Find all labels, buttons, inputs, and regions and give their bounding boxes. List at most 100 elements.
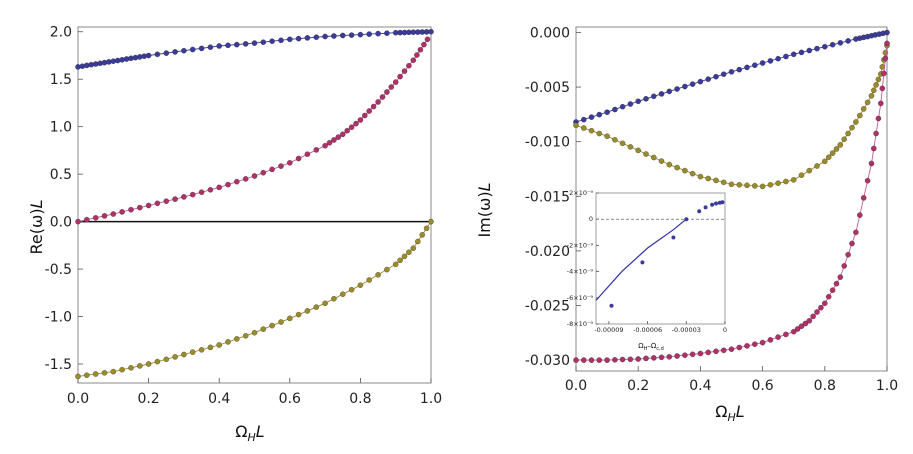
x-tick-label: 1.0: [876, 378, 898, 394]
right-series-marks: [573, 29, 890, 363]
data-point-magenta: [251, 173, 258, 179]
data-point-magenta: [783, 331, 789, 338]
data-point-magenta: [189, 191, 196, 198]
data-point-magenta: [864, 177, 871, 184]
data-point-magenta: [348, 124, 355, 130]
data-point-blue: [304, 35, 311, 41]
data-point-olive: [604, 133, 610, 139]
right-panel: 0.000-0.005-0.010-0.015-0.020-0.025-0.03…: [475, 25, 898, 424]
data-point-olive: [163, 356, 170, 363]
data-point-magenta: [424, 36, 431, 43]
inset-data-point: [640, 260, 645, 265]
data-point-blue: [331, 33, 337, 39]
data-point-olive: [752, 183, 758, 189]
data-point-magenta: [269, 166, 275, 173]
data-point-magenta: [119, 209, 125, 215]
data-point-olive: [798, 172, 805, 178]
data-point-blue: [163, 50, 170, 56]
data-point-magenta: [868, 160, 875, 167]
data-point-magenta: [326, 140, 333, 146]
data-point-olive: [397, 257, 403, 264]
x-tick-label: 1.0: [420, 391, 442, 407]
data-point-magenta: [417, 47, 424, 53]
data-point-magenta: [92, 215, 99, 221]
data-point-olive: [401, 253, 408, 260]
data-point-magenta: [287, 160, 293, 166]
left-series-marks: [75, 28, 434, 380]
data-point-olive: [92, 371, 99, 377]
data-point-blue: [278, 37, 284, 44]
data-point-olive: [110, 368, 117, 375]
right-x-axis-label: ΩHL: [715, 402, 744, 424]
data-point-blue: [189, 46, 196, 53]
data-point-olive: [75, 373, 81, 380]
x-tick-label: 0.2: [137, 391, 159, 407]
data-point-blue: [269, 38, 275, 44]
x-tick-label: -0.00003: [672, 326, 701, 334]
data-point-olive: [635, 147, 641, 154]
data-point-olive: [251, 329, 258, 336]
data-point-blue: [260, 39, 267, 45]
data-point-olive: [278, 319, 284, 325]
data-point-magenta: [234, 178, 240, 185]
data-point-blue: [596, 111, 603, 118]
y-tick-label: 0.000: [530, 25, 570, 41]
y-tick-label: -0.010: [525, 135, 570, 151]
data-point-magenta: [837, 274, 844, 280]
data-point-magenta: [313, 147, 320, 153]
y-tick-label: 2.0: [50, 25, 72, 41]
data-point-magenta: [873, 130, 879, 137]
data-point-blue: [216, 43, 222, 49]
y-tick-label: 0.0: [50, 215, 72, 231]
data-point-blue: [806, 47, 813, 54]
data-point-magenta: [822, 300, 828, 307]
data-point-magenta: [304, 151, 311, 157]
y-tick-label: -8×10⁻⁹: [567, 320, 594, 328]
data-point-magenta: [421, 41, 427, 48]
left-x-ticks: 0.0 0.2 0.4 0.6 0.8 1.0: [67, 378, 442, 407]
data-point-blue: [682, 83, 688, 90]
y-tick-label: -0.015: [525, 189, 570, 205]
data-point-olive: [172, 354, 178, 360]
data-point-magenta: [410, 57, 417, 63]
y-tick-label: 0: [589, 215, 593, 223]
data-point-magenta: [627, 356, 634, 363]
data-point-magenta: [388, 84, 395, 90]
data-point-magenta: [357, 117, 364, 123]
data-point-blue: [145, 52, 152, 59]
data-point-magenta: [790, 328, 797, 335]
data-point-olive: [728, 181, 735, 188]
inset-data-point: [710, 202, 715, 207]
data-point-blue: [340, 32, 346, 39]
data-point-blue: [627, 101, 634, 107]
data-point-blue: [658, 91, 665, 97]
data-point-blue: [837, 40, 844, 46]
data-point-blue: [814, 45, 820, 52]
data-point-magenta: [225, 181, 231, 188]
x-tick-label: 0.6: [751, 378, 773, 394]
data-point-blue: [154, 51, 161, 58]
data-point-blue: [287, 36, 293, 43]
inset-data-point: [697, 209, 702, 214]
y-tick-label: -0.025: [525, 298, 570, 314]
data-point-magenta: [853, 229, 859, 236]
data-point-olive: [666, 161, 673, 168]
data-point-olive: [375, 272, 381, 278]
data-point-olive: [814, 163, 820, 169]
data-point-olive: [406, 249, 412, 255]
series-line-olive: [575, 45, 888, 187]
data-point-blue: [181, 47, 187, 54]
data-point-magenta: [802, 320, 809, 327]
data-point-blue: [736, 66, 743, 73]
data-point-magenta: [331, 137, 337, 143]
data-point-blue: [172, 49, 178, 55]
right-y-axis-label: Im(ω)L: [475, 182, 494, 237]
y-tick-label: -1.0: [45, 310, 72, 326]
data-point-magenta: [810, 313, 816, 320]
data-point-blue: [829, 41, 836, 48]
data-point-magenta: [878, 100, 884, 107]
data-point-magenta: [596, 357, 603, 363]
inset-x-axis-label: ΩH–Ωc,d: [638, 342, 664, 352]
data-point-blue: [348, 32, 355, 38]
data-point-magenta: [881, 70, 887, 77]
